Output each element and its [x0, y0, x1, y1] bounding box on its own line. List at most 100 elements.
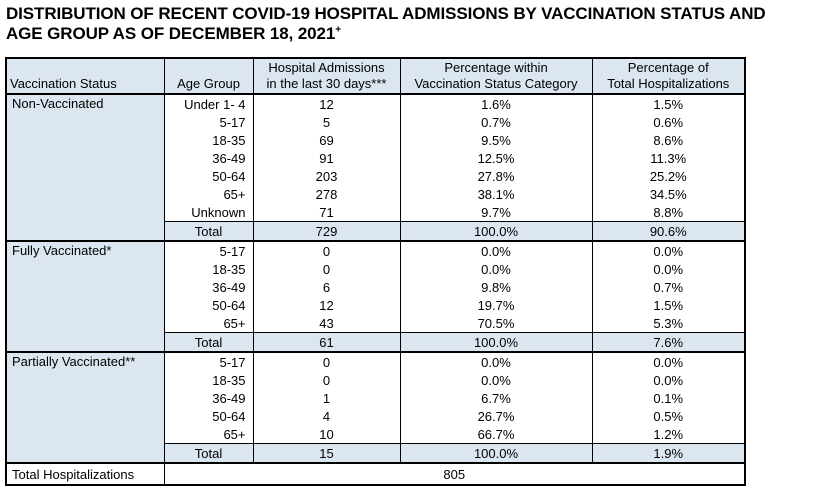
grand-total-value: 805 — [163, 462, 746, 485]
table-row: 18-35 0 0.0% 0.0% — [6, 371, 746, 389]
admissions-cell: 10 — [252, 425, 401, 444]
table-row: 50-64 4 26.7% 0.5% — [6, 407, 746, 425]
header-pct-category: Percentage within Vaccination Status Cat… — [399, 57, 593, 95]
table-row: 50-64 203 27.8% 25.2% — [6, 167, 746, 185]
table-row: 18-35 69 9.5% 8.6% — [6, 131, 746, 149]
pct-total-cell: 1.2% — [591, 425, 746, 444]
admissions-cell: 0 — [252, 352, 401, 371]
age-group-cell: 18-35 — [163, 131, 254, 149]
header-admissions: Hospital Admissions in the last 30 days*… — [252, 57, 401, 95]
pct-category-cell: 9.8% — [399, 278, 593, 296]
vaccination-status-cell: Non-Vaccinated — [5, 94, 165, 242]
age-group-cell: 5-17 — [163, 352, 254, 371]
pct-total-cell: 8.8% — [591, 203, 746, 222]
age-group-cell: 50-64 — [163, 167, 254, 185]
pct-category-cell: 38.1% — [399, 185, 593, 203]
admissions-cell: 1 — [252, 389, 401, 407]
table-row: Non-Vaccinated Under 1- 4 12 1.6% 1.5% — [5, 94, 746, 242]
total-pct-category-cell: 100.0% — [399, 221, 593, 242]
admissions-cell: 4 — [252, 407, 401, 425]
admissions-cell: 6 — [252, 278, 401, 296]
pct-total-cell: 0.0% — [591, 352, 746, 371]
age-group-cell: 36-49 — [163, 278, 254, 296]
table-row: 18-35 0 0.0% 0.0% — [6, 260, 746, 278]
pct-total-cell: 0.7% — [591, 278, 746, 296]
table-row: 65+ 278 38.1% 34.5% — [6, 185, 746, 203]
admissions-cell: 0 — [252, 371, 401, 389]
age-group-cell: 50-64 — [163, 296, 254, 314]
total-pct-total-cell: 90.6% — [591, 221, 746, 242]
header-pct-total: Percentage of Total Hospitalizations — [591, 57, 746, 95]
pct-category-cell: 66.7% — [399, 425, 593, 444]
admissions-table: Vaccination Status Age Group Hospital Ad… — [5, 57, 746, 486]
table-row: Unknown 71 9.7% 8.8% — [6, 203, 746, 222]
pct-total-cell: 0.0% — [591, 371, 746, 389]
pct-category-cell: 1.6% — [399, 94, 593, 113]
title-marker: + — [335, 24, 341, 36]
age-group-cell: 5-17 — [163, 241, 254, 260]
pct-category-cell: 70.5% — [399, 314, 593, 333]
pct-total-cell: 1.5% — [591, 94, 746, 113]
grand-total-row: Total Hospitalizations 805 — [5, 462, 746, 485]
age-group-cell: 65+ — [163, 314, 254, 333]
pct-category-cell: 19.7% — [399, 296, 593, 314]
total-admissions-cell: 61 — [252, 332, 401, 353]
total-admissions-cell: 729 — [252, 221, 401, 242]
pct-category-cell: 0.0% — [399, 352, 593, 371]
pct-total-cell: 25.2% — [591, 167, 746, 185]
admissions-cell: 43 — [252, 314, 401, 333]
pct-category-cell: 9.7% — [399, 203, 593, 222]
age-group-cell: 36-49 — [163, 389, 254, 407]
admissions-cell: 203 — [252, 167, 401, 185]
pct-total-cell: 34.5% — [591, 185, 746, 203]
table-row: 36-49 1 6.7% 0.1% — [6, 389, 746, 407]
pct-total-cell: 5.3% — [591, 314, 746, 333]
admissions-cell: 12 — [252, 296, 401, 314]
pct-category-cell: 0.0% — [399, 371, 593, 389]
pct-total-cell: 11.3% — [591, 149, 746, 167]
pct-category-cell: 0.0% — [399, 241, 593, 260]
table-row: Partially Vaccinated** 5-17 0 0.0% 0.0% — [5, 352, 746, 464]
total-admissions-cell: 15 — [252, 443, 401, 464]
total-row: Total 61 100.0% 7.6% — [6, 332, 746, 353]
page-title: DISTRIBUTION OF RECENT COVID-19 HOSPITAL… — [6, 4, 811, 44]
pct-category-cell: 6.7% — [399, 389, 593, 407]
admissions-cell: 0 — [252, 260, 401, 278]
table-row: 65+ 43 70.5% 5.3% — [6, 314, 746, 333]
pct-category-cell: 26.7% — [399, 407, 593, 425]
age-group-cell: 18-35 — [163, 260, 254, 278]
pct-total-cell: 0.1% — [591, 389, 746, 407]
age-group-cell: 65+ — [163, 185, 254, 203]
header-admissions-line1: Hospital Admissions — [268, 60, 385, 75]
table-row: 36-49 91 12.5% 11.3% — [6, 149, 746, 167]
total-row: Total 729 100.0% 90.6% — [6, 221, 746, 242]
grand-total-label: Total Hospitalizations — [5, 462, 165, 485]
vaccination-status-cell: Partially Vaccinated** — [5, 352, 165, 464]
age-group-cell: 65+ — [163, 425, 254, 444]
pct-category-cell: 27.8% — [399, 167, 593, 185]
table-row: 5-17 5 0.7% 0.6% — [6, 113, 746, 131]
pct-total-cell: 0.6% — [591, 113, 746, 131]
pct-category-cell: 0.0% — [399, 260, 593, 278]
admissions-cell: 91 — [252, 149, 401, 167]
age-group-cell: 50-64 — [163, 407, 254, 425]
header-pct-category-line1: Percentage within — [444, 60, 548, 75]
title-line-2-text: AGE GROUP AS OF DECEMBER 18, 2021 — [6, 24, 336, 43]
header-vaccination-status: Vaccination Status — [5, 57, 165, 95]
age-group-cell: Unknown — [163, 203, 254, 222]
header-age-group: Age Group — [163, 57, 254, 95]
header-pct-total-line2: Total Hospitalizations — [607, 76, 730, 91]
pct-category-cell: 9.5% — [399, 131, 593, 149]
admissions-cell: 278 — [252, 185, 401, 203]
admissions-cell: 71 — [252, 203, 401, 222]
title-line-1: DISTRIBUTION OF RECENT COVID-19 HOSPITAL… — [6, 4, 766, 23]
pct-total-cell: 0.0% — [591, 241, 746, 260]
total-pct-total-cell: 7.6% — [591, 332, 746, 353]
header-pct-category-line2: Vaccination Status Category — [414, 76, 578, 91]
pct-category-cell: 12.5% — [399, 149, 593, 167]
pct-category-cell: 0.7% — [399, 113, 593, 131]
title-line-2: AGE GROUP AS OF DECEMBER 18, 2021+ — [6, 24, 811, 44]
age-group-cell: Under 1- 4 — [163, 94, 254, 113]
total-label-cell: Total — [163, 221, 254, 242]
header-admissions-line2: in the last 30 days*** — [266, 76, 387, 91]
